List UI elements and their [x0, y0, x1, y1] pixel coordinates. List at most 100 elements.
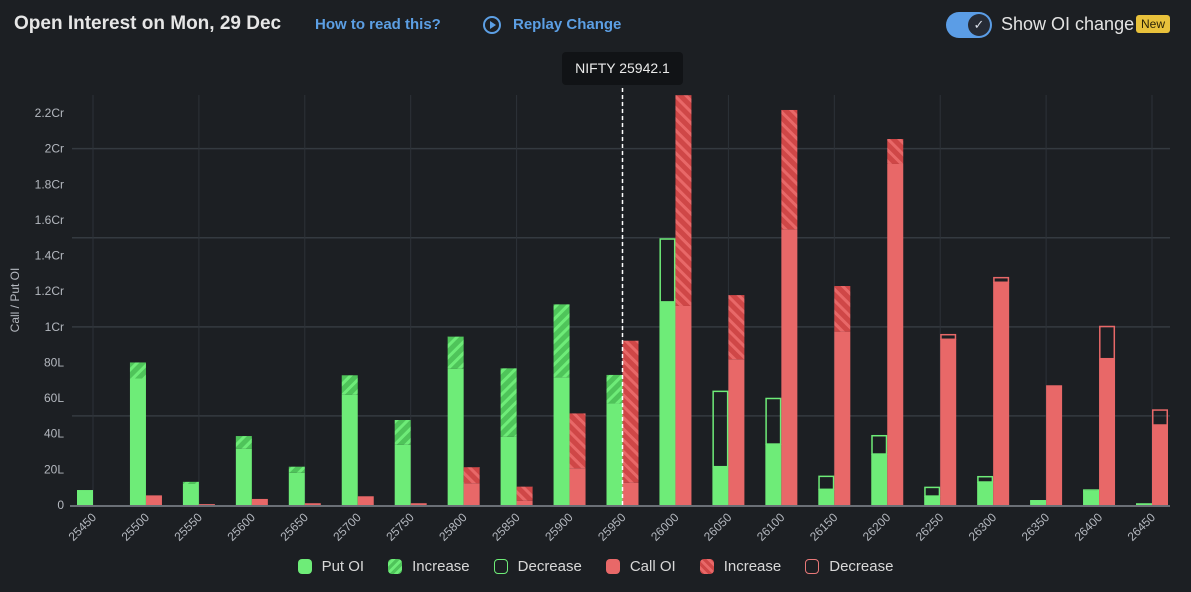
put-oi-bar — [288, 472, 305, 505]
call-oi-bar — [516, 500, 533, 505]
legend-call-oi[interactable]: Call OI — [605, 558, 676, 575]
spot-tooltip-text: NIFTY 25942.1 — [575, 60, 670, 76]
call-oi-bar — [569, 468, 586, 505]
show-oi-change-label: Show OI change — [1001, 14, 1135, 34]
call-oi-bar — [410, 503, 427, 505]
call-swatch-icon — [605, 559, 620, 574]
put-bar-26300 — [977, 475, 994, 505]
call-bar-26050 — [728, 295, 745, 505]
x-tick-label: 25500 — [119, 510, 153, 544]
put-bar-25950 — [606, 374, 623, 505]
put-increase-bar — [553, 304, 570, 378]
put-oi-bar — [765, 444, 782, 505]
call-oi-bar — [145, 497, 162, 505]
put-decrease-bar — [818, 475, 835, 491]
call-oi-bar — [1152, 424, 1168, 505]
put-oi-bar — [871, 454, 888, 505]
call-oi-bar — [622, 482, 639, 505]
page-title: Open Interest on Mon, 29 Dec — [14, 13, 282, 34]
y-tick-label: 1Cr — [45, 320, 64, 334]
put-oi-bar — [1030, 501, 1047, 505]
call-bar-25750 — [410, 503, 427, 505]
put-bar-26200 — [871, 434, 888, 505]
put-increase-bar — [288, 466, 305, 473]
put-bar-25650 — [288, 466, 305, 505]
legend-put-oi[interactable]: Put OI — [297, 558, 364, 575]
call-bar-26150 — [834, 286, 851, 505]
y-tick-label: 80L — [44, 355, 64, 369]
put-increase-bar — [447, 336, 464, 369]
put-oi-bar — [977, 482, 994, 505]
legend-call-increase[interactable]: Increase — [699, 558, 782, 575]
show-oi-change-toggle[interactable]: ✓ — [946, 12, 992, 38]
call-bar-26300 — [993, 276, 1010, 505]
call-bar-26250 — [940, 333, 957, 505]
legend-label: Increase — [723, 558, 782, 575]
put-decrease-bar — [712, 390, 729, 468]
put-bar-26050 — [712, 390, 729, 505]
put-oi-bar — [1083, 491, 1100, 505]
call-bar-25950 — [622, 340, 639, 505]
put-bar-25850 — [500, 368, 517, 505]
call-oi-bar — [940, 339, 957, 505]
call-oi-bar — [675, 305, 692, 505]
put-bar-26150 — [818, 475, 835, 505]
x-tick-label: 26250 — [913, 510, 947, 544]
put-decrease-bar — [977, 475, 994, 483]
call-decrease-bar — [993, 276, 1010, 284]
put-oi-bar — [447, 368, 464, 505]
call-bar-25700 — [357, 496, 374, 505]
call-increase-bar — [675, 95, 692, 306]
legend-put-increase[interactable]: Increase — [388, 558, 470, 575]
play-circle-icon — [483, 16, 501, 34]
put-oi-bar — [606, 403, 623, 505]
call-bar-26350 — [1046, 385, 1063, 505]
call-decrease-bar — [1152, 409, 1168, 426]
call-increase-bar — [834, 286, 851, 332]
put-decrease-bar — [924, 486, 941, 497]
call-bar-26200 — [887, 139, 904, 505]
header: Open Interest on Mon, 29 Dec How to read… — [0, 0, 1191, 50]
call-decrease-swatch-icon — [805, 559, 820, 574]
legend-put-decrease[interactable]: Decrease — [493, 558, 582, 575]
y-tick-label: 2.2Cr — [35, 106, 64, 120]
spot-tooltip — [562, 52, 683, 85]
legend-label: Increase — [412, 558, 470, 575]
call-oi-bar — [993, 282, 1010, 505]
put-swatch-icon — [297, 559, 312, 574]
x-tick-label: 26050 — [701, 510, 735, 544]
check-icon: ✓ — [968, 14, 990, 36]
how-to-read-link[interactable]: How to read this? — [315, 16, 441, 33]
put-increase-bar — [235, 436, 252, 449]
put-bar-26000 — [659, 238, 676, 505]
call-decrease-bar — [940, 333, 957, 341]
call-bar-25850 — [516, 486, 533, 505]
legend: Put OI Increase Decrease Call OI Increas… — [0, 558, 1191, 575]
put-oi-bar — [341, 394, 358, 505]
call-oi-bar — [463, 483, 480, 505]
call-bar-25800 — [463, 467, 480, 505]
call-oi-bar — [304, 503, 321, 505]
call-increase-bar — [622, 340, 639, 483]
put-increase-bar — [341, 375, 358, 395]
legend-call-decrease[interactable]: Decrease — [805, 558, 893, 575]
put-oi-bar — [712, 466, 729, 505]
replay-change-button[interactable]: Replay Change — [483, 16, 622, 34]
put-oi-bar — [129, 378, 146, 505]
call-oi-bar — [887, 163, 904, 505]
put-bar-25600 — [235, 436, 252, 505]
y-tick-label: 2Cr — [45, 142, 64, 156]
put-bar-25900 — [553, 304, 570, 505]
replay-change-label: Replay Change — [513, 16, 622, 33]
call-oi-bar — [728, 359, 745, 505]
spot-marker: NIFTY 25942.1 — [562, 52, 683, 505]
call-oi-bar — [834, 331, 851, 505]
legend-label: Call OI — [629, 558, 676, 575]
call-decrease-bar — [145, 495, 162, 499]
x-tick-label: 25650 — [277, 510, 311, 544]
x-tick-label: 25850 — [489, 510, 523, 544]
put-increase-bar — [182, 481, 199, 484]
y-tick-label: 40L — [44, 427, 64, 441]
put-bar-25800 — [447, 336, 464, 505]
